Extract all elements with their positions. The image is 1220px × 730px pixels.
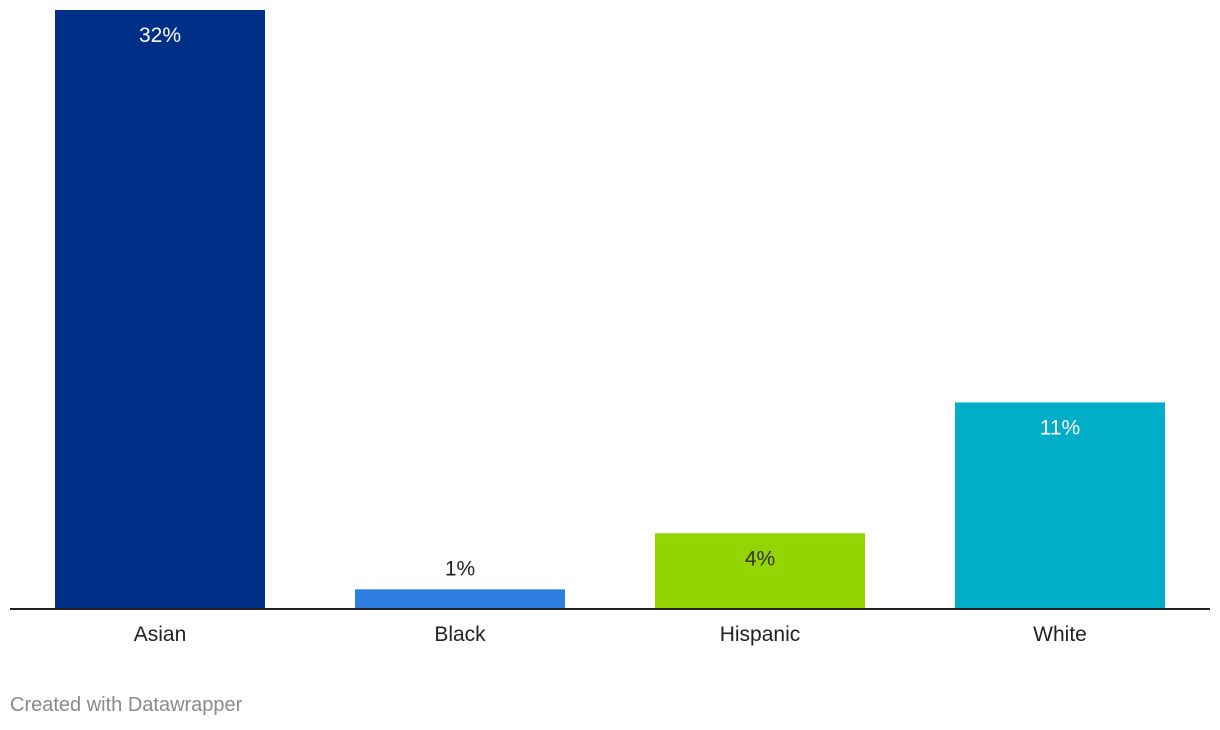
value-label-asian: 32%: [139, 24, 181, 47]
bar-hispanic: [655, 533, 865, 608]
bar-chart: 32% 1% 4% 11% Asian Black Hispanic White: [10, 10, 1210, 646]
category-label-asian: Asian: [134, 623, 187, 646]
bar-white: [955, 402, 1165, 608]
bar-asian: [55, 10, 265, 608]
category-labels-group: Asian Black Hispanic White: [134, 623, 1087, 646]
category-label-black: Black: [434, 623, 486, 646]
value-label-white: 11%: [1040, 416, 1080, 439]
value-label-black: 1%: [445, 557, 475, 580]
bars-group: [55, 10, 1165, 608]
value-label-hispanic: 4%: [745, 547, 775, 570]
value-labels-group: 32% 1% 4% 11%: [139, 24, 1080, 580]
category-label-hispanic: Hispanic: [720, 623, 801, 646]
datawrapper-credit: Created with Datawrapper: [10, 694, 243, 716]
bar-black: [355, 589, 565, 608]
category-label-white: White: [1033, 623, 1087, 646]
